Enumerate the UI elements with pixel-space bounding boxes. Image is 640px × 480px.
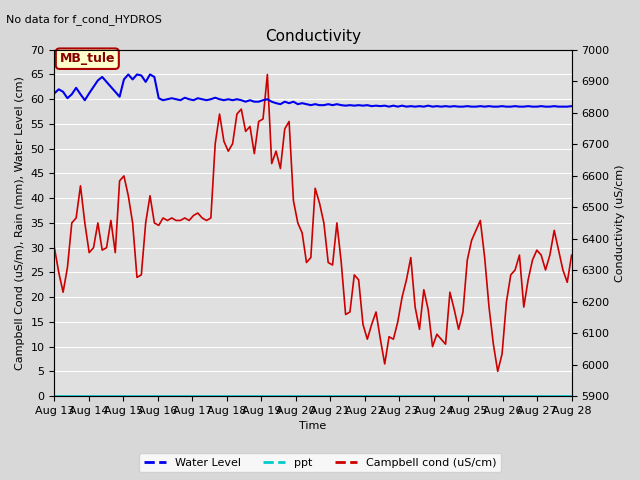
Y-axis label: Conductivity (uS/cm): Conductivity (uS/cm) <box>615 164 625 282</box>
Y-axis label: Campbell Cond (uS/m), Rain (mm), Water Level (cm): Campbell Cond (uS/m), Rain (mm), Water L… <box>15 76 25 370</box>
Text: MB_tule: MB_tule <box>60 52 115 65</box>
X-axis label: Time: Time <box>300 421 326 432</box>
Title: Conductivity: Conductivity <box>265 29 361 44</box>
Text: No data for f_cond_HYDROS: No data for f_cond_HYDROS <box>6 14 163 25</box>
Legend: Water Level, ppt, Campbell cond (uS/cm): Water Level, ppt, Campbell cond (uS/cm) <box>140 453 500 472</box>
